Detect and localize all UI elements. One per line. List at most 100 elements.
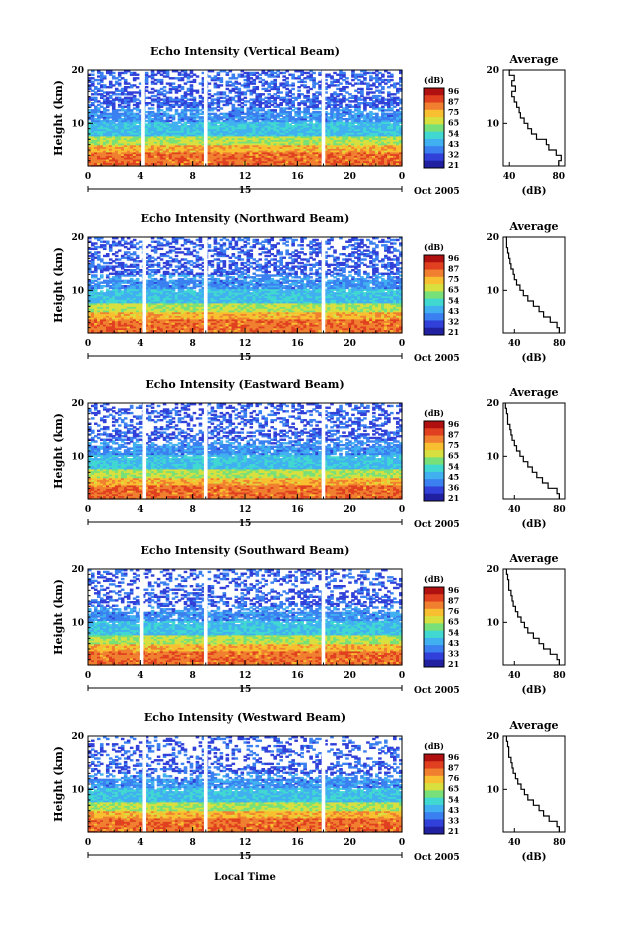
heatmap-cell	[324, 144, 328, 148]
heatmap-cell	[198, 144, 203, 148]
heatmap-cell	[327, 119, 331, 123]
heatmap-cell	[186, 151, 191, 155]
heatmap-cell	[342, 157, 346, 160]
heatmap-cell	[381, 118, 385, 121]
heatmap-cell	[249, 157, 254, 160]
heatmap-cell	[357, 118, 361, 121]
heatmap-cell	[291, 137, 295, 140]
x-tick-label: 20	[343, 172, 356, 182]
heatmap-cell	[129, 142, 134, 146]
heatmap-cell	[105, 103, 110, 107]
heatmap-cell	[342, 151, 346, 155]
heatmap-cell	[225, 158, 230, 162]
heatmap-cell	[162, 137, 167, 140]
heatmap-cell	[339, 121, 343, 124]
heatmap-cell	[180, 125, 185, 128]
heatmap-cell	[258, 164, 263, 167]
heatmap-cell	[165, 123, 170, 126]
heatmap-cell	[195, 153, 200, 156]
heatmap-cell	[240, 130, 245, 133]
average-profile-line	[508, 69, 562, 166]
heatmap-cell	[111, 137, 116, 140]
heatmap-cell	[345, 130, 349, 133]
heatmap-cell	[102, 130, 107, 133]
heatmap-cell	[285, 110, 289, 114]
heatmap-cell	[390, 130, 394, 133]
heatmap-cell	[309, 153, 313, 156]
heatmap-cell	[348, 130, 352, 133]
heatmap-cell	[333, 119, 337, 123]
heatmap-cell	[306, 139, 310, 142]
heatmap-cell	[363, 114, 367, 117]
heatmap-cell	[132, 132, 137, 135]
heatmap-cell	[88, 157, 92, 160]
heatmap-cell	[372, 142, 376, 146]
heatmap-cell	[255, 162, 260, 165]
heatmap-cell	[216, 126, 221, 130]
heatmap-cell	[192, 128, 197, 132]
heatmap-cell	[267, 134, 272, 137]
heatmap-cell	[129, 110, 134, 114]
heatmap-cell	[342, 162, 346, 165]
heatmap-cell	[186, 109, 191, 112]
heatmap-cell	[264, 139, 269, 142]
heatmap-cell	[285, 114, 289, 117]
heatmap-cell	[186, 150, 191, 153]
heatmap-cell	[156, 116, 161, 119]
heatmap-cell	[114, 128, 119, 132]
heatmap-cell	[315, 153, 319, 156]
heatmap-cell	[378, 116, 382, 119]
heatmap-cell	[129, 126, 134, 130]
heatmap-cell	[330, 141, 334, 144]
heatmap-cell	[198, 158, 203, 162]
heatmap-cell	[387, 132, 391, 135]
heatmap-cell	[264, 110, 269, 114]
heatmap-cell	[285, 164, 289, 167]
heatmap-cell	[378, 128, 382, 132]
heatmap-cell	[147, 116, 152, 119]
heatmap-cell	[201, 151, 206, 155]
heatmap-cell	[243, 103, 248, 107]
heatmap-cell	[282, 158, 286, 162]
heatmap-cell	[195, 135, 200, 139]
heatmap-cell	[180, 134, 185, 137]
heatmap-cell	[228, 114, 233, 117]
heatmap-cell	[174, 151, 179, 155]
heatmap-cell	[219, 112, 224, 116]
heatmap-cell	[354, 160, 358, 164]
heatmap-cell	[186, 103, 191, 107]
heatmap-cell	[309, 130, 313, 133]
heatmap-cell	[288, 119, 292, 123]
heatmap-cell	[363, 157, 367, 160]
heatmap-cell	[345, 107, 349, 110]
heatmap-cell	[303, 128, 307, 132]
heatmap-cell	[252, 105, 257, 108]
heatmap-cell	[195, 119, 200, 123]
heatmap-cell	[189, 123, 194, 126]
heatmap-cell	[216, 130, 221, 133]
heatmap-cell	[249, 160, 254, 164]
heatmap-cell	[240, 151, 245, 155]
heatmap-cell	[135, 157, 140, 160]
heatmap-cell	[162, 86, 167, 89]
heatmap-cell	[255, 144, 260, 148]
heatmap-cell	[258, 144, 263, 148]
heatmap-cell	[192, 164, 197, 167]
heatmap-cell	[324, 134, 328, 137]
heatmap-cell	[387, 148, 391, 151]
heatmap-cell	[198, 123, 203, 126]
heatmap-cell	[267, 158, 272, 162]
heatmap-cell	[336, 110, 340, 114]
heatmap-cell	[195, 146, 200, 149]
heatmap-cell	[375, 139, 379, 142]
heatmap-cell	[150, 112, 155, 116]
heatmap-cell	[153, 118, 158, 121]
heatmap-cell	[147, 150, 152, 153]
heatmap-cell	[234, 125, 239, 128]
heatmap-cell	[165, 130, 170, 133]
heatmap-cell	[90, 130, 95, 133]
heatmap-cell	[135, 146, 140, 149]
heatmap-cell	[282, 142, 286, 146]
heatmap-cell	[132, 153, 137, 156]
heatmap-cell	[336, 146, 340, 149]
